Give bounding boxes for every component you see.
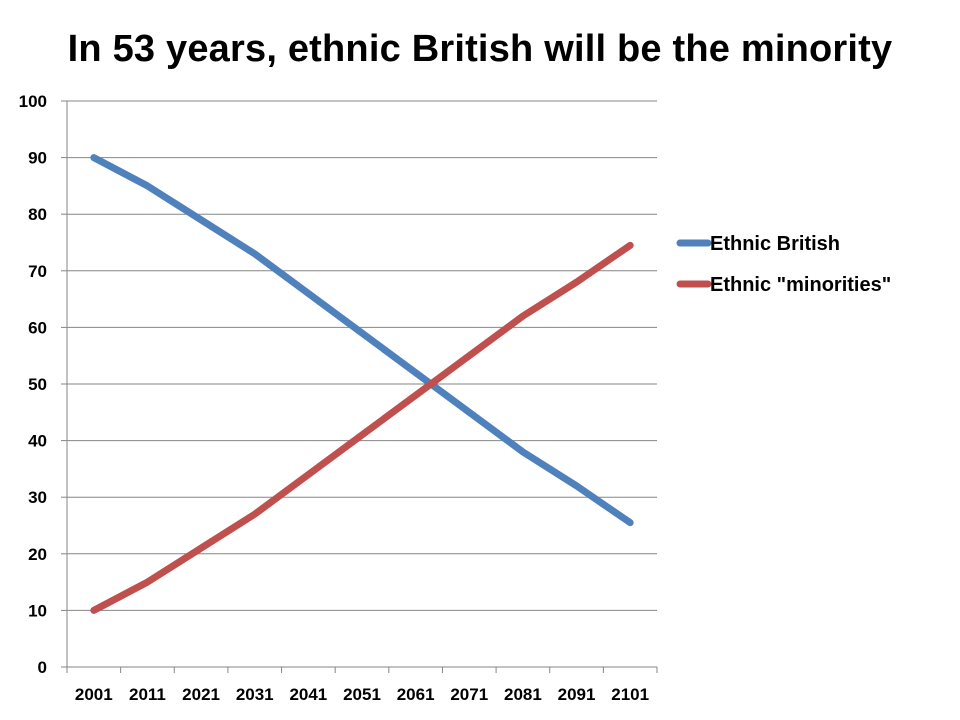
y-tick-label: 10 (28, 601, 47, 620)
x-tick-label: 2091 (558, 685, 596, 704)
chart-title: In 53 years, ethnic British will be the … (67, 28, 893, 70)
y-tick-label: 70 (28, 262, 47, 281)
series-lines (90, 154, 634, 614)
x-tick-label: 2081 (504, 685, 542, 704)
y-tick-label: 60 (28, 318, 47, 337)
legend-label: Ethnic "minorities" (710, 274, 891, 296)
y-tick-label: 20 (28, 545, 47, 564)
x-tick-label: 2021 (182, 685, 220, 704)
legend-label: Ethnic British (710, 233, 840, 255)
legend: Ethnic British Ethnic "minorities" (676, 233, 891, 296)
y-tick-label: 40 (28, 432, 47, 451)
x-tick-label: 2031 (236, 685, 274, 704)
y-tick-label: 90 (28, 149, 47, 168)
x-tick-label: 2041 (289, 685, 327, 704)
x-tick-label: 2061 (397, 685, 435, 704)
x-tick-label: 2011 (129, 685, 166, 704)
x-tick-label: 2071 (450, 685, 488, 704)
y-tick-label: 80 (28, 205, 47, 224)
x-tick-label: 2001 (75, 685, 113, 704)
y-tick-label: 30 (28, 488, 47, 507)
gridlines (67, 100, 657, 611)
x-tick-label: 2051 (343, 685, 381, 704)
series-line-1 (90, 154, 634, 527)
axes (61, 100, 658, 673)
y-tick-label: 50 (28, 375, 47, 394)
series-line-2 (90, 241, 634, 614)
tick-labels: 0 10 20 30 40 50 60 70 80 90 100 2001 2011 2021 2031 20… (19, 92, 649, 704)
x-tick-label: 2101 (611, 685, 649, 704)
y-tick-label: 0 (38, 658, 47, 677)
y-tick-label: 100 (19, 92, 47, 111)
